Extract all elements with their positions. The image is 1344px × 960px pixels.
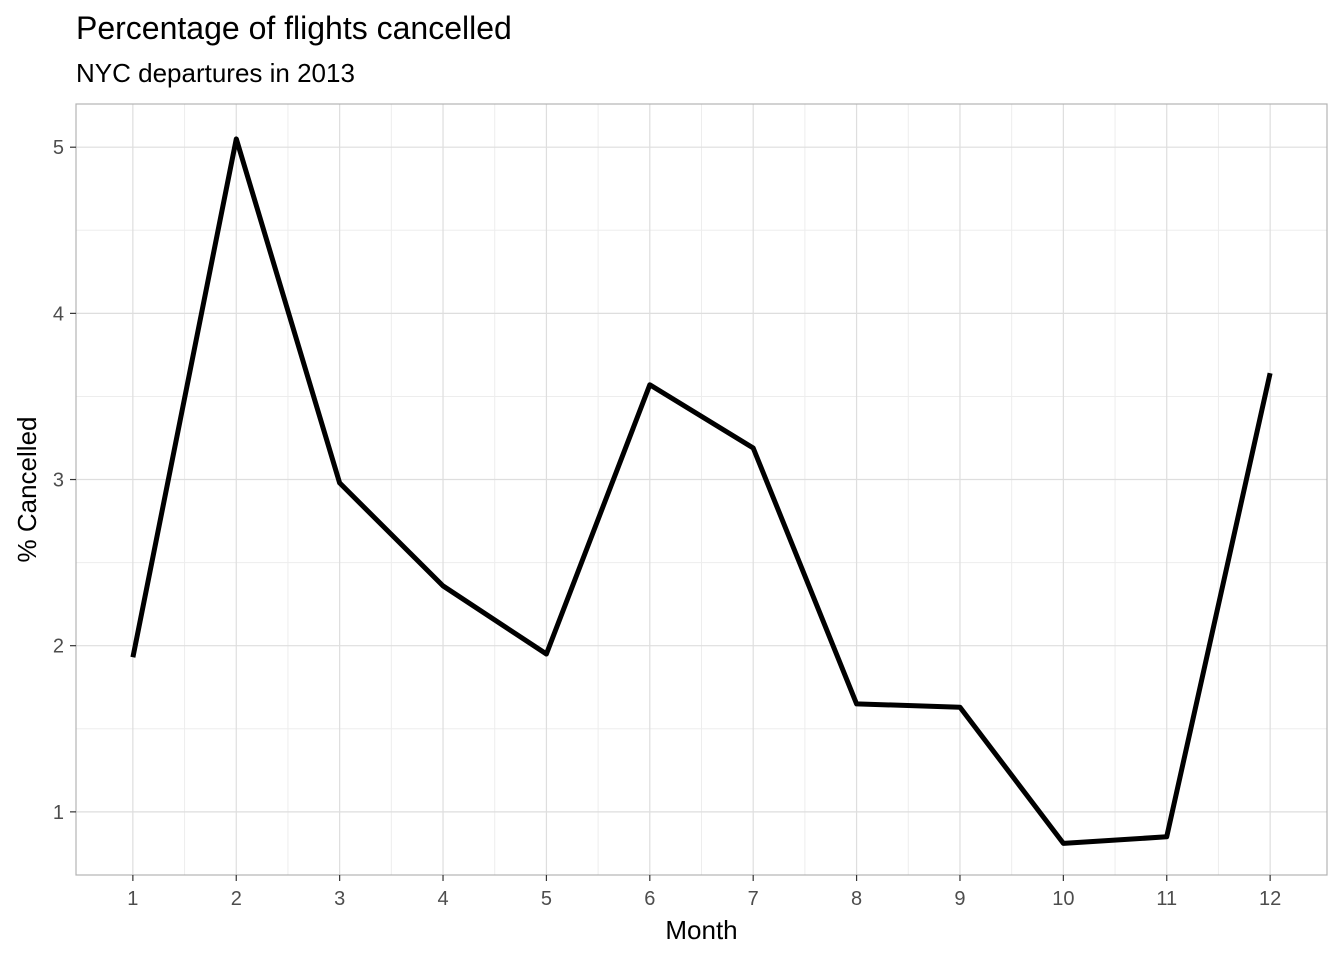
y-tick-label: 1 [53,802,64,824]
panel-border [75,103,1328,876]
x-tick-label: 10 [1052,888,1074,910]
x-tick-label: 4 [437,888,448,910]
x-tick-label: 1 [127,888,138,910]
series-line [130,136,1273,846]
y-axis-ticks: 1 2 3 4 5 [53,137,76,824]
x-axis-ticks: 1 2 3 4 5 6 7 8 9 10 11 12 [127,875,1281,910]
x-tick-label: 7 [748,888,759,910]
x-tick-label: 11 [1156,888,1177,910]
y-tick-label: 3 [53,470,64,492]
y-axis-title: % Cancelled [12,417,42,563]
x-axis-title: Month [665,915,737,945]
x-tick-label: 2 [231,888,242,910]
chart-subtitle: NYC departures in 2013 [76,58,355,88]
y-tick-label: 2 [53,636,64,658]
x-tick-label: 9 [954,888,965,910]
series-layer [130,136,1273,846]
chart-title: Percentage of flights cancelled [76,10,512,46]
major-gridlines [76,104,1327,875]
minor-gridlines [76,104,1327,875]
x-tick-label: 12 [1259,888,1281,910]
x-tick-label: 6 [644,888,655,910]
x-tick-label: 8 [851,888,862,910]
x-tick-label: 3 [334,888,345,910]
x-tick-label: 5 [541,888,552,910]
y-tick-label: 5 [53,137,64,159]
y-tick-label: 4 [53,303,64,325]
